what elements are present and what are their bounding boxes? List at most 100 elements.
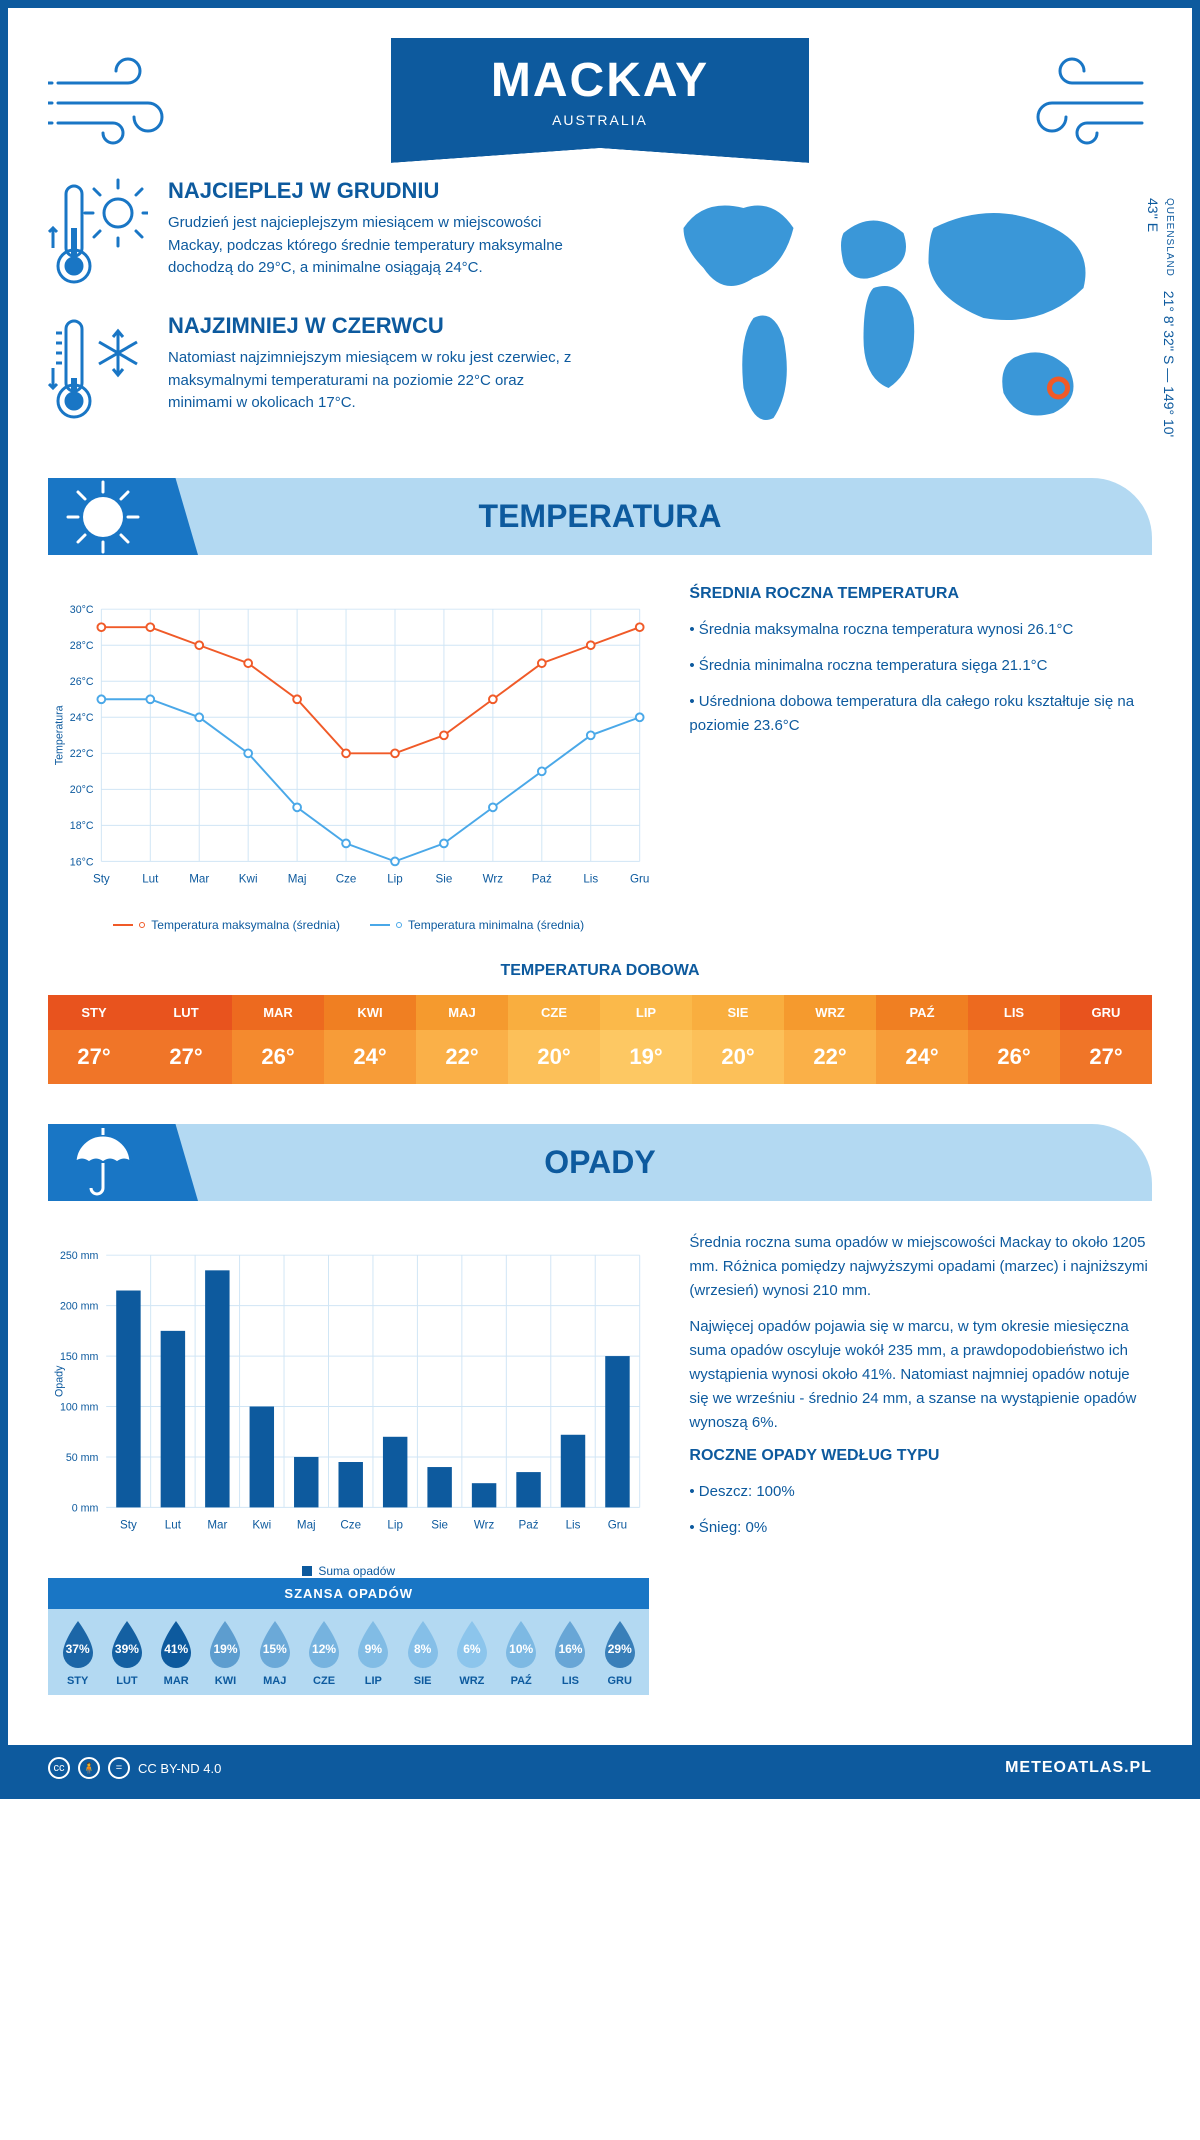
chance-row: 37% STY 39% LUT 41% MAR 19% KWI — [48, 1609, 649, 1695]
chance-cell: 15% MAJ — [250, 1619, 299, 1687]
license-text: CC BY-ND 4.0 — [138, 1761, 221, 1776]
daily-temp-cell: PAŹ 24° — [876, 995, 968, 1084]
chance-cell: 6% WRZ — [447, 1619, 496, 1687]
temperature-chart-col: 16°C18°C20°C22°C24°C26°C28°C30°CStyLutMa… — [48, 585, 649, 932]
sun-icon — [63, 477, 143, 557]
raindrop-icon: 19% — [204, 1619, 246, 1671]
chance-cell: 12% CZE — [299, 1619, 348, 1687]
raindrop-icon: 39% — [106, 1619, 148, 1671]
svg-text:Cze: Cze — [340, 1519, 361, 1532]
precip-legend-label: Suma opadów — [318, 1564, 395, 1578]
daily-temp-cell: MAR 26° — [232, 995, 324, 1084]
svg-text:20°C: 20°C — [70, 784, 94, 796]
precip-bar-chart: 0 mm50 mm100 mm150 mm200 mm250 mmOpadySt… — [48, 1231, 649, 1551]
chance-title: SZANSA OPADÓW — [48, 1578, 649, 1609]
country-subtitle: AUSTRALIA — [491, 112, 709, 128]
daily-temp-cell: LIS 26° — [968, 995, 1060, 1084]
chance-cell: 9% LIP — [349, 1619, 398, 1687]
raindrop-icon: 6% — [451, 1619, 493, 1671]
svg-text:Lut: Lut — [142, 873, 159, 886]
svg-text:26°C: 26°C — [70, 676, 94, 688]
page-root: MACKAY AUSTRALIA NAJCIEPLEJ W GRUDNIU Gr… — [0, 0, 1200, 1799]
daily-temp-cell: WRZ 22° — [784, 995, 876, 1084]
svg-text:24°C: 24°C — [70, 712, 94, 724]
chance-cell: 10% PAŹ — [497, 1619, 546, 1687]
daily-temp-cell: LIP 19° — [600, 995, 692, 1084]
raindrop-icon: 16% — [549, 1619, 591, 1671]
world-map — [615, 178, 1152, 438]
svg-text:Paź: Paź — [532, 873, 552, 886]
bytype-item: • Śnieg: 0% — [689, 1516, 1152, 1540]
coldest-text: Natomiast najzimniejszym miesiącem w rok… — [168, 347, 585, 415]
svg-text:100 mm: 100 mm — [60, 1401, 99, 1413]
annual-temp-item: • Średnia minimalna roczna temperatura s… — [689, 654, 1152, 678]
license-block: cc 🧍 = CC BY-ND 4.0 — [48, 1757, 221, 1779]
raindrop-icon: 15% — [254, 1619, 296, 1671]
temperature-line-chart: 16°C18°C20°C22°C24°C26°C28°C30°CStyLutMa… — [48, 585, 649, 905]
wind-icon — [48, 48, 188, 148]
precip-legend: Suma opadów — [48, 1564, 649, 1578]
coordinates: QUEENSLAND 21° 8' 32'' S — 149° 10' 43''… — [1145, 198, 1177, 448]
svg-text:0 mm: 0 mm — [72, 1502, 99, 1514]
svg-text:Sty: Sty — [93, 873, 110, 886]
svg-text:250 mm: 250 mm — [60, 1250, 99, 1262]
svg-text:Kwi: Kwi — [252, 1519, 271, 1532]
footer: cc 🧍 = CC BY-ND 4.0 METEOATLAS.PL — [8, 1745, 1192, 1791]
chance-cell: 41% MAR — [152, 1619, 201, 1687]
svg-text:Temperatura: Temperatura — [54, 705, 66, 765]
nd-icon: = — [108, 1757, 130, 1779]
svg-text:Wrz: Wrz — [474, 1519, 495, 1532]
cc-icon: cc — [48, 1757, 70, 1779]
chance-cell: 16% LIS — [546, 1619, 595, 1687]
svg-text:Sie: Sie — [431, 1519, 448, 1532]
intro-row: NAJCIEPLEJ W GRUDNIU Grudzień jest najci… — [48, 178, 1152, 448]
svg-text:Lis: Lis — [583, 873, 598, 886]
daily-temp-title: TEMPERATURA DOBOWA — [48, 962, 1152, 980]
umbrella-icon — [63, 1123, 143, 1203]
svg-text:30°C: 30°C — [70, 604, 94, 616]
svg-text:Lis: Lis — [566, 1519, 581, 1532]
svg-text:Mar: Mar — [189, 873, 209, 886]
precip-chance-block: SZANSA OPADÓW 37% STY 39% LUT 41% MAR 1 — [48, 1578, 649, 1695]
raindrop-icon: 8% — [402, 1619, 444, 1671]
svg-text:Lip: Lip — [387, 1519, 403, 1532]
precip-row: 0 mm50 mm100 mm150 mm200 mm250 mmOpadySt… — [48, 1231, 1152, 1715]
annual-temp-item: • Uśredniona dobowa temperatura dla całe… — [689, 690, 1152, 738]
svg-text:22°C: 22°C — [70, 748, 94, 760]
precip-text: Średnia roczna suma opadów w miejscowośc… — [689, 1231, 1152, 1303]
warmest-block: NAJCIEPLEJ W GRUDNIU Grudzień jest najci… — [48, 178, 585, 288]
daily-temp-cell: MAJ 22° — [416, 995, 508, 1084]
by-icon: 🧍 — [78, 1757, 100, 1779]
svg-text:Kwi: Kwi — [239, 873, 258, 886]
svg-text:200 mm: 200 mm — [60, 1301, 99, 1313]
svg-text:Opady: Opady — [54, 1365, 66, 1397]
svg-text:Maj: Maj — [297, 1519, 316, 1532]
daily-temp-cell: STY 27° — [48, 995, 140, 1084]
thermometer-snowflake-icon — [48, 313, 148, 423]
svg-text:Sty: Sty — [120, 1519, 137, 1532]
svg-text:150 mm: 150 mm — [60, 1351, 99, 1363]
raindrop-icon: 37% — [57, 1619, 99, 1671]
daily-temp-cell: SIE 20° — [692, 995, 784, 1084]
chance-cell: 29% GRU — [595, 1619, 644, 1687]
raindrop-icon: 9% — [352, 1619, 394, 1671]
svg-text:28°C: 28°C — [70, 640, 94, 652]
chance-cell: 19% KWI — [201, 1619, 250, 1687]
precip-banner: OPADY — [48, 1124, 1152, 1201]
temperature-text-col: ŚREDNIA ROCZNA TEMPERATURA • Średnia mak… — [689, 585, 1152, 932]
raindrop-icon: 10% — [500, 1619, 542, 1671]
svg-text:Mar: Mar — [207, 1519, 227, 1532]
header: MACKAY AUSTRALIA — [48, 38, 1152, 148]
svg-text:Maj: Maj — [288, 873, 307, 886]
annual-temp-item: • Średnia maksymalna roczna temperatura … — [689, 618, 1152, 642]
thermometer-sun-icon — [48, 178, 148, 288]
raindrop-icon: 29% — [599, 1619, 641, 1671]
precip-text: Najwięcej opadów pojawia się w marcu, w … — [689, 1315, 1152, 1435]
daily-temp-cell: LUT 27° — [140, 995, 232, 1084]
precip-banner-text: OPADY — [544, 1144, 655, 1180]
coldest-block: NAJZIMNIEJ W CZERWCU Natomiast najzimnie… — [48, 313, 585, 423]
raindrop-icon: 12% — [303, 1619, 345, 1671]
bytype-item: • Deszcz: 100% — [689, 1480, 1152, 1504]
temperature-legend: Temperatura maksymalna (średnia)Temperat… — [48, 918, 649, 932]
daily-temp-cell: GRU 27° — [1060, 995, 1152, 1084]
